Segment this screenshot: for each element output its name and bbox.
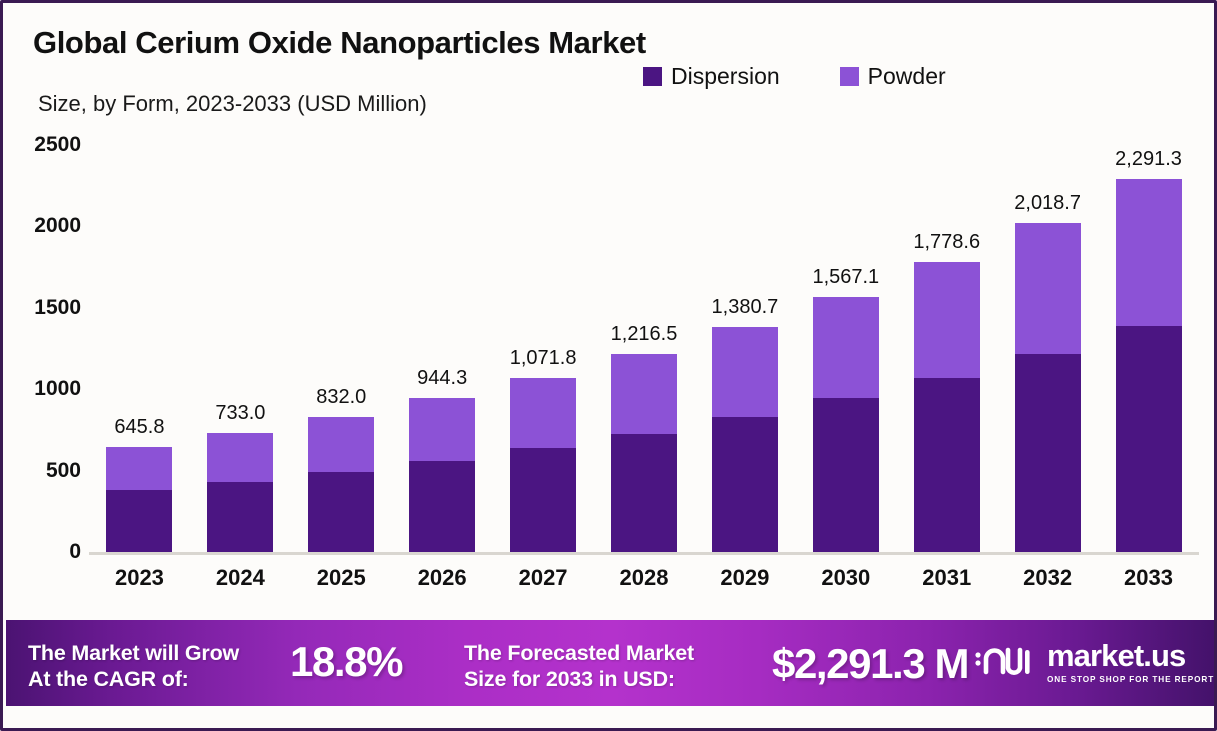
bar-stack [611, 353, 677, 552]
bar-stack [711, 327, 778, 552]
bar-segment-powder[interactable] [409, 398, 476, 461]
bar-segment-dispersion[interactable] [1115, 325, 1182, 552]
bar-segment-powder[interactable] [711, 327, 778, 417]
market-us-logo-icon [974, 642, 1036, 682]
chart-plot-area: 0 500 1000 1500 2000 2500 645.8 733.0 832.0 944.… [3, 123, 1214, 616]
bar-stack [308, 416, 375, 552]
bar-segment-dispersion[interactable] [106, 490, 173, 552]
x-axis-tick: 2033 [1124, 565, 1174, 590]
bar-segment-dispersion[interactable] [711, 416, 778, 552]
brand-logo[interactable]: market.us ONE STOP SHOP FOR THE REPORTS [974, 638, 1217, 684]
brand-text: market.us ONE STOP SHOP FOR THE REPORTS [1047, 638, 1217, 684]
bar-stack [1115, 178, 1182, 552]
y-axis-tick: 0 [69, 540, 81, 563]
bar-column[interactable]: 944.3 [409, 367, 476, 552]
x-axis-tick: 2032 [1023, 565, 1073, 590]
bar-segment-powder[interactable] [913, 262, 980, 378]
forecast-size-value: $2,291.3 M [772, 640, 970, 687]
bar-value-label: 944.3 [417, 367, 468, 390]
footer-banner: The Market will Grow At the CAGR of: 18.… [6, 620, 1217, 706]
bar-value-label: 832.0 [316, 385, 367, 408]
chart-header: Global Cerium Oxide Nanoparticles Market… [3, 3, 1214, 123]
bar-column[interactable]: 2,018.7 [1014, 192, 1081, 552]
bar-segment-dispersion[interactable] [207, 481, 274, 552]
brand-name: market.us [1047, 638, 1186, 673]
bar-segment-dispersion[interactable] [1014, 353, 1081, 552]
x-axis-tick: 2023 [114, 565, 164, 590]
bar-segment-powder[interactable] [1014, 223, 1081, 354]
bar-value-label: 1,778.6 [913, 231, 981, 254]
bar-value-label: 1,567.1 [812, 265, 880, 288]
legend-label-powder: Powder [867, 63, 946, 89]
x-axis-tick: 2024 [215, 565, 265, 590]
bar-value-label: 645.8 [114, 415, 165, 438]
y-axis-tick: 2500 [34, 133, 81, 156]
y-axis: 0 500 1000 1500 2000 2500 [3, 123, 89, 616]
x-axis-tick: 2025 [316, 565, 366, 590]
bar-stack [207, 432, 274, 552]
cagr-label: The Market will Grow At the CAGR of: [28, 641, 240, 692]
bar-value-label: 2,018.7 [1014, 192, 1081, 215]
y-axis-tick: 1000 [34, 377, 81, 401]
bar-segment-powder[interactable] [611, 353, 677, 434]
bar-segment-powder[interactable] [106, 446, 173, 491]
bar-segment-dispersion[interactable] [812, 398, 879, 552]
legend-swatch-powder [839, 67, 859, 86]
bar-value-label: 1,071.8 [509, 346, 577, 369]
bar-column[interactable]: 1,216.5 [611, 323, 677, 552]
cagr-value: 18.8% [290, 638, 403, 685]
y-axis-tick: 2000 [34, 214, 81, 238]
x-axis-baseline [89, 552, 1199, 555]
x-axis: 2023 2024 2025 2026 2027 2028 2029 2030 2031 2032… [89, 555, 1199, 615]
bar-stack [812, 296, 879, 552]
bar-column[interactable]: 1,380.7 [711, 296, 778, 552]
bar-column[interactable]: 1,071.8 [510, 347, 577, 552]
bar-segment-powder[interactable] [812, 296, 879, 399]
bar-segment-dispersion[interactable] [510, 448, 577, 552]
bar-segment-dispersion[interactable] [409, 461, 476, 552]
x-axis-tick: 2031 [922, 565, 972, 590]
bar-column[interactable]: 733.0 [207, 402, 274, 552]
legend-swatch-dispersion [643, 67, 662, 86]
bar-series-container: 645.8 733.0 832.0 944.3 1,071.8 1,216.5 1,380.… [89, 123, 1199, 616]
chart-subtitle: Size, by Form, 2023-2033 (USD Million) [38, 91, 427, 116]
bar-stack [510, 377, 577, 552]
bar-segment-dispersion[interactable] [611, 433, 677, 552]
chart-legend: Dispersion Powder [643, 63, 946, 90]
legend-item-dispersion[interactable]: Dispersion [643, 63, 780, 90]
bar-stack [106, 446, 173, 552]
brand-tagline: ONE STOP SHOP FOR THE REPORTS [1047, 675, 1217, 684]
bar-segment-powder[interactable] [510, 377, 577, 449]
legend-label-dispersion: Dispersion [671, 63, 780, 89]
x-axis-tick: 2028 [619, 565, 669, 590]
bar-segment-dispersion[interactable] [308, 471, 375, 552]
y-axis-tick: 1500 [34, 295, 81, 319]
bar-column[interactable]: 645.8 [106, 416, 173, 552]
bar-value-label: 2,291.3 [1115, 147, 1182, 170]
y-axis-tick: 500 [45, 458, 81, 482]
legend-item-powder[interactable]: Powder [839, 63, 946, 90]
bar-stack [409, 398, 476, 552]
bar-column[interactable]: 1,778.6 [913, 231, 980, 552]
bar-value-label: 1,380.7 [711, 296, 779, 319]
bar-segment-powder[interactable] [308, 416, 375, 472]
x-axis-tick: 2026 [417, 565, 467, 590]
bar-segment-powder[interactable] [1115, 178, 1182, 326]
bar-segment-powder[interactable] [207, 432, 274, 482]
bar-stack [1014, 223, 1081, 552]
bar-value-label: 1,216.5 [610, 322, 678, 345]
x-axis-tick: 2027 [518, 565, 568, 590]
bar-column[interactable]: 2,291.3 [1115, 148, 1182, 552]
bar-segment-dispersion[interactable] [913, 377, 980, 552]
bar-value-label: 733.0 [215, 401, 266, 424]
page-title: Global Cerium Oxide Nanoparticles Market [33, 25, 646, 60]
x-axis-tick: 2029 [720, 565, 770, 590]
x-axis-tick: 2030 [821, 565, 871, 590]
bar-stack [913, 262, 980, 552]
bar-column[interactable]: 1,567.1 [812, 266, 879, 552]
forecast-size-label: The Forecasted Market Size for 2033 in U… [464, 641, 694, 692]
bar-column[interactable]: 832.0 [308, 386, 375, 552]
